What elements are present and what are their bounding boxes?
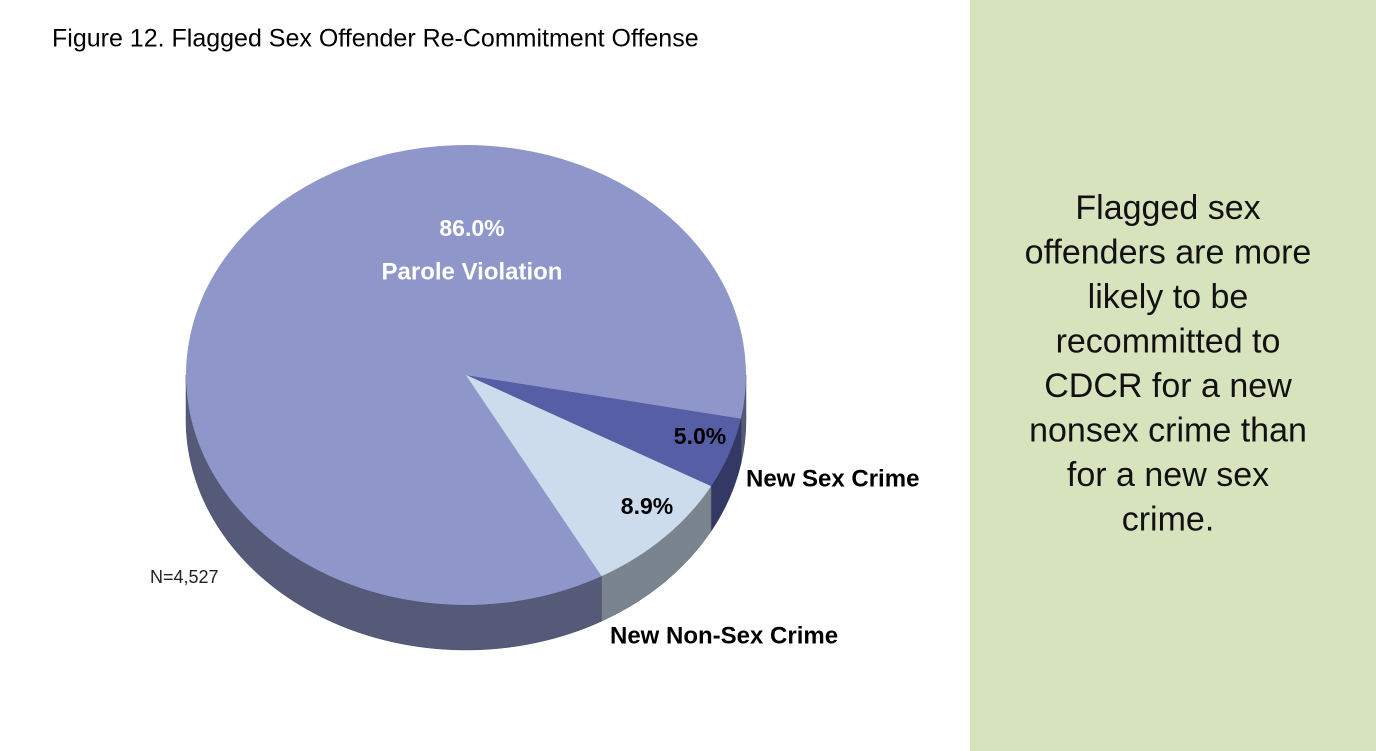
panel-line: offenders are more (1025, 233, 1312, 271)
side-panel (970, 0, 1376, 751)
category-label: Parole Violation (382, 258, 563, 285)
panel-line: recommitted to (1056, 322, 1281, 360)
pie: 86.0% Parole Violation 5.0% New Sex Crime 8.… (185, 145, 919, 651)
panel-line: likely to be (1088, 278, 1249, 316)
slice (466, 375, 712, 577)
panel-line: for a new sex (1067, 456, 1269, 494)
category-label: New Non-Sex Crime (610, 622, 838, 649)
panel-text: Flagged sex offenders are more likely to b… (1025, 189, 1312, 539)
slice-side (185, 374, 602, 651)
panel-line: crime. (1122, 500, 1215, 538)
value-label: 5.0% (674, 423, 726, 449)
chart-title: Figure 12. Flagged Sex Offender Re-Commi… (52, 25, 699, 53)
value-label: 8.9% (621, 493, 673, 519)
panel-line: Flagged sex (1075, 189, 1260, 227)
panel-line: CDCR for a new (1044, 367, 1292, 405)
value-label: 86.0% (439, 215, 504, 241)
slice (466, 375, 741, 487)
panel-line: nonsex crime than (1029, 411, 1307, 449)
category-label: New Sex Crime (746, 465, 919, 492)
annotation: N=4,527 (150, 567, 219, 587)
